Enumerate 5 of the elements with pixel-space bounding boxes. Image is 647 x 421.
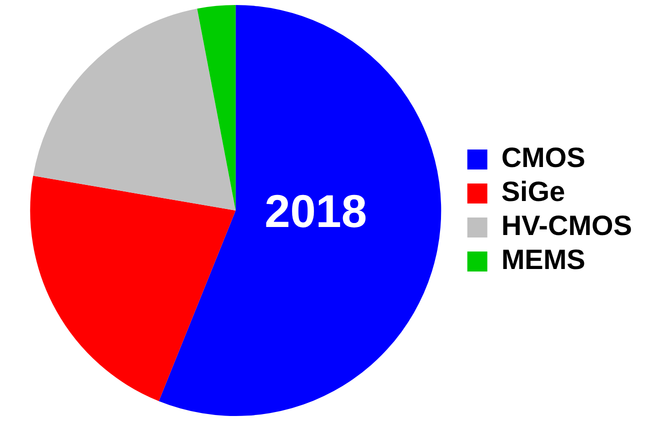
legend-label: CMOS [501, 142, 586, 174]
legend-label: SiGe [501, 176, 566, 208]
legend-label: MEMS [501, 244, 586, 276]
legend-label: HV-CMOS [501, 210, 632, 242]
text: 2018 [264, 185, 367, 238]
